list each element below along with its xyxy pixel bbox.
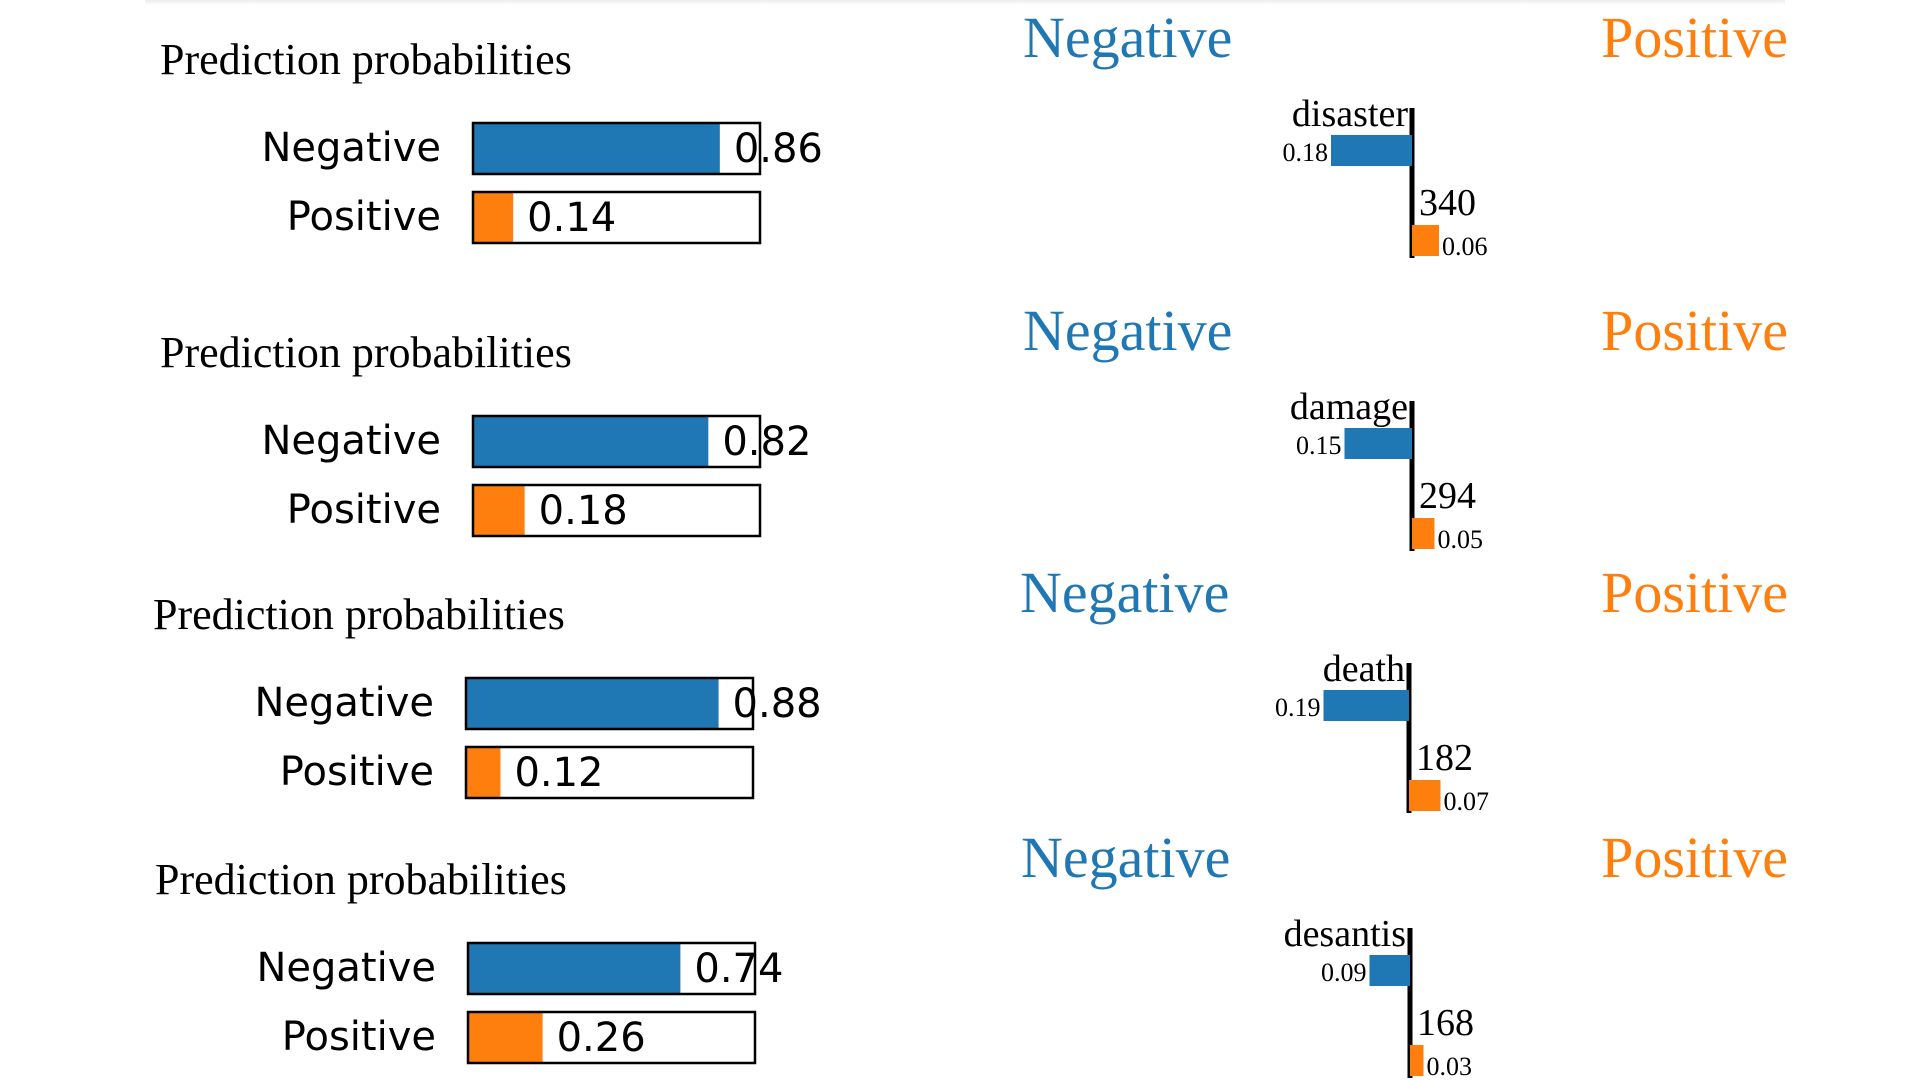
negative-header: Negative <box>1023 298 1232 363</box>
feature-name: damage <box>1290 386 1408 428</box>
feature-weight-bar <box>1412 518 1435 549</box>
feature-weight-bar <box>1410 1045 1424 1076</box>
feature-weight-label: 0.15 <box>1296 431 1342 460</box>
probability-value-label: 0.26 <box>557 1015 646 1061</box>
feature-name: 168 <box>1417 1002 1474 1044</box>
positive-header: Positive <box>1601 825 1788 890</box>
probability-value-label: 0.74 <box>694 946 783 992</box>
feature-name: disaster <box>1292 93 1408 135</box>
negative-header: Negative <box>1023 5 1232 70</box>
feature-weights-panel: Negative Positive disaster 0.18 340 0.06 <box>1023 5 1788 261</box>
feature-weight-label: 0.07 <box>1444 787 1490 816</box>
probability-value-label: 0.86 <box>734 126 823 172</box>
feature-weight-bar <box>1409 780 1441 811</box>
probability-bar-frame <box>471 190 762 245</box>
feature-weight-bar <box>1369 955 1410 986</box>
probability-bar-frame <box>466 941 757 996</box>
feature-weight-bar <box>1344 428 1412 459</box>
feature-weight-label: 0.09 <box>1321 958 1367 987</box>
probability-bar-frame <box>464 745 755 800</box>
top-divider <box>145 0 1785 5</box>
negative-header: Negative <box>1021 825 1230 890</box>
probability-bar <box>473 485 525 536</box>
feature-weight-bar <box>1412 225 1439 256</box>
feature-name: death <box>1323 648 1405 690</box>
category-label: Negative <box>261 418 441 464</box>
probability-bar <box>468 943 681 994</box>
feature-name: desantis <box>1284 913 1406 955</box>
probability-value-label: 0.18 <box>539 488 628 534</box>
prediction-probabilities-panel: Prediction probabilities Negative 0.88 Posi… <box>153 590 822 800</box>
negative-header: Negative <box>1020 560 1229 625</box>
panel-title: Prediction probabilities <box>160 328 572 377</box>
panel-title: Prediction probabilities <box>153 590 565 639</box>
feature-name: 182 <box>1416 737 1473 779</box>
feature-weight-label: 0.03 <box>1427 1052 1473 1080</box>
category-label: Negative <box>256 945 436 991</box>
feature-name: 340 <box>1419 182 1476 224</box>
category-label: Positive <box>280 749 434 795</box>
feature-weight-label: 0.06 <box>1442 232 1488 261</box>
category-label: Negative <box>261 125 441 171</box>
probability-value-label: 0.88 <box>733 681 822 727</box>
probability-bar-frame <box>466 1010 757 1065</box>
probability-bar <box>473 416 709 467</box>
feature-weight-bar <box>1331 135 1412 166</box>
feature-weights-panel: Negative Positive desantis 0.09 168 0.03 <box>1021 825 1788 1080</box>
feature-weight-label: 0.05 <box>1438 525 1484 554</box>
positive-header: Positive <box>1601 5 1788 70</box>
feature-weight-label: 0.18 <box>1283 138 1329 167</box>
feature-weight-bar <box>1323 690 1409 721</box>
probability-bar <box>473 123 720 174</box>
probability-bar-frame <box>471 121 762 176</box>
probability-bar <box>468 1012 543 1063</box>
feature-weights-panel: Negative Positive damage 0.15 294 0.05 <box>1023 298 1788 554</box>
probability-bar <box>466 678 719 729</box>
positive-header: Positive <box>1601 560 1788 625</box>
feature-name: 294 <box>1419 475 1476 517</box>
panel-title: Prediction probabilities <box>155 855 567 904</box>
category-label: Positive <box>287 194 441 240</box>
panel-title: Prediction probabilities <box>160 35 572 84</box>
probability-value-label: 0.14 <box>527 195 616 241</box>
probability-bar-frame <box>464 676 755 731</box>
probability-bar-frame <box>471 483 762 538</box>
category-label: Positive <box>287 487 441 533</box>
prediction-probabilities-panel: Prediction probabilities Negative 0.74 Posi… <box>155 855 783 1065</box>
category-label: Negative <box>254 680 434 726</box>
probability-bar <box>473 192 514 243</box>
probability-bar-frame <box>471 414 762 469</box>
prediction-probabilities-panel: Prediction probabilities Negative 0.86 Posi… <box>160 35 823 245</box>
feature-weight-label: 0.19 <box>1275 693 1321 722</box>
probability-bar <box>466 747 501 798</box>
prediction-probabilities-panel: Prediction probabilities Negative 0.82 Posi… <box>160 328 811 538</box>
probability-value-label: 0.12 <box>514 750 603 796</box>
probability-value-label: 0.82 <box>722 419 811 465</box>
category-label: Positive <box>282 1014 436 1060</box>
positive-header: Positive <box>1601 298 1788 363</box>
